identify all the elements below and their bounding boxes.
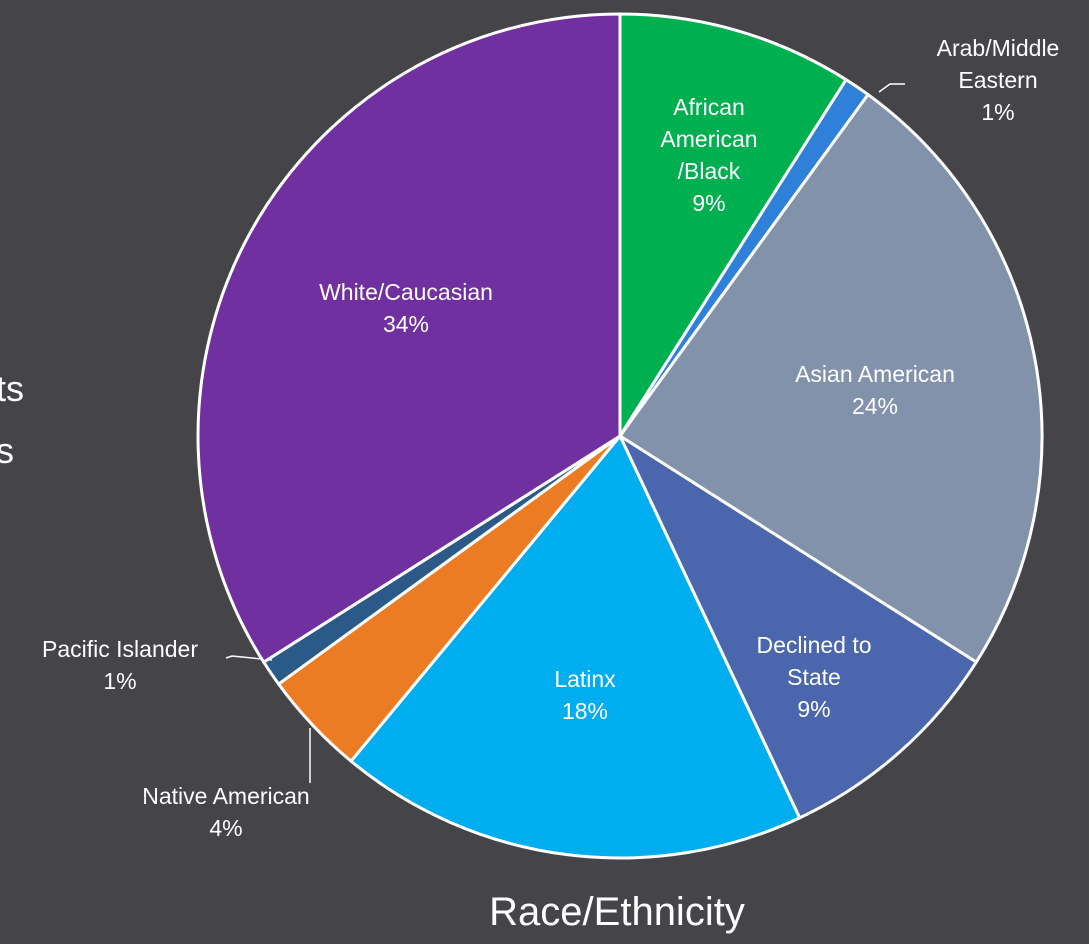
value-label: 24% bbox=[851, 393, 899, 419]
pie-slice bbox=[196, 12, 622, 664]
category-label: White/Caucasian bbox=[319, 279, 493, 305]
slice-label: African American /Black 9% bbox=[639, 91, 779, 219]
category-label: Asian American bbox=[795, 361, 955, 387]
value-label: 4% bbox=[209, 815, 243, 841]
slice-label: White/Caucasian 34% bbox=[256, 276, 556, 340]
value-label: 9% bbox=[797, 696, 831, 722]
slice-label: Pacific Islander 1% bbox=[0, 633, 240, 697]
category-label: Declined to State bbox=[756, 632, 872, 690]
slice-label: Declined to State 9% bbox=[729, 629, 899, 725]
category-label: Arab/Middle Eastern bbox=[936, 35, 1060, 93]
value-label: 34% bbox=[382, 311, 430, 337]
leader-line bbox=[878, 83, 905, 93]
side-text: ts bbox=[0, 368, 25, 409]
side-text: s bbox=[0, 430, 14, 471]
pie-slice bbox=[618, 12, 848, 438]
slice-label: Asian American 24% bbox=[745, 358, 1005, 422]
slice-label: Native American 4% bbox=[96, 780, 356, 844]
pie-slice bbox=[618, 93, 1044, 664]
category-label: Pacific Islander bbox=[42, 636, 198, 662]
value-label: 1% bbox=[103, 668, 137, 694]
category-label: Native American bbox=[142, 783, 310, 809]
chart-title: Race/Ethnicity bbox=[489, 890, 745, 934]
slice-label: Arab/Middle Eastern 1% bbox=[908, 32, 1088, 128]
leader-line bbox=[225, 655, 273, 661]
slice-label: Latinx 18% bbox=[485, 663, 685, 727]
category-label: African American /Black bbox=[660, 94, 758, 184]
pie-slice bbox=[618, 434, 978, 820]
value-label: 9% bbox=[692, 190, 726, 216]
value-label: 1% bbox=[981, 99, 1015, 125]
value-label: 18% bbox=[561, 698, 609, 724]
pie-slice bbox=[349, 434, 802, 860]
category-label: Latinx bbox=[554, 666, 616, 692]
